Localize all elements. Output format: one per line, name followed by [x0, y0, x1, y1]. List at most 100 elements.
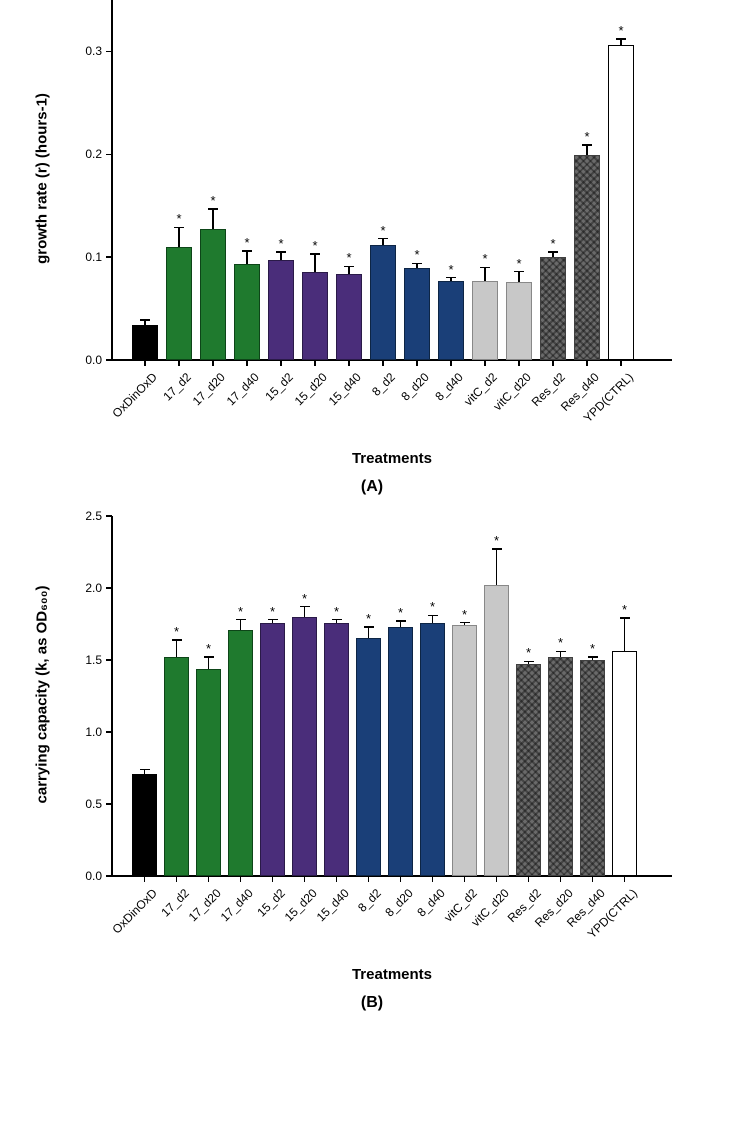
ytick	[106, 359, 112, 361]
y-axis-label: carrying capacity (k, as OD₆₀₀)	[34, 515, 51, 875]
bar	[302, 272, 328, 360]
error-cap	[396, 620, 406, 622]
error-cap	[524, 661, 534, 663]
figure: 0.00.10.20.3growth rate (r) (hours-1)OxD…	[0, 0, 744, 1032]
significance-marker: *	[550, 236, 555, 251]
significance-marker: *	[334, 604, 339, 619]
xtick	[144, 876, 146, 882]
significance-marker: *	[430, 599, 435, 614]
bar	[612, 651, 637, 876]
error-cap	[268, 619, 278, 621]
error-cap	[446, 277, 456, 279]
error-cap	[428, 615, 438, 617]
error-cap	[208, 208, 218, 210]
bar	[336, 274, 362, 360]
error-bar	[176, 640, 178, 657]
bar	[356, 638, 381, 876]
error-cap	[276, 251, 286, 253]
error-bar	[212, 209, 214, 230]
xtick	[400, 876, 402, 882]
error-bar	[552, 252, 554, 257]
ytick	[106, 803, 112, 805]
significance-marker: *	[494, 533, 499, 548]
significance-marker: *	[618, 23, 623, 38]
error-cap	[172, 639, 182, 641]
bar	[574, 155, 600, 360]
xtick	[552, 360, 554, 366]
error-bar	[246, 251, 248, 264]
bar	[540, 257, 566, 360]
xtick	[336, 876, 338, 882]
error-bar	[416, 263, 418, 268]
xtick	[592, 876, 594, 882]
bar	[608, 45, 634, 360]
xtick	[496, 876, 498, 882]
xtick	[348, 360, 350, 366]
significance-marker: *	[238, 604, 243, 619]
bar	[370, 245, 396, 360]
ytick-label: 0.1	[52, 250, 102, 264]
bar	[388, 627, 413, 876]
error-cap	[204, 656, 214, 658]
bar	[438, 281, 464, 360]
bar	[484, 585, 509, 876]
panel-a: 0.00.10.20.3growth rate (r) (hours-1)OxD…	[32, 0, 712, 470]
xtick	[240, 876, 242, 882]
bar	[268, 260, 294, 360]
bar	[166, 247, 192, 360]
error-bar	[432, 615, 434, 622]
error-bar	[400, 621, 402, 627]
significance-marker: *	[206, 641, 211, 656]
xtick	[450, 360, 452, 366]
bar	[234, 264, 260, 360]
ytick-label: 0.5	[52, 797, 102, 811]
error-bar	[280, 252, 282, 260]
significance-marker: *	[462, 607, 467, 622]
bar	[200, 229, 226, 360]
error-bar	[624, 618, 626, 651]
xtick	[212, 360, 214, 366]
bar	[420, 623, 445, 876]
error-bar	[304, 607, 306, 617]
xtick	[560, 876, 562, 882]
bar	[580, 660, 605, 876]
error-cap	[620, 617, 630, 619]
significance-marker: *	[482, 251, 487, 266]
xtick	[416, 360, 418, 366]
xtick	[208, 876, 210, 882]
ytick-label: 0.0	[52, 869, 102, 883]
bar	[548, 657, 573, 876]
xtick	[280, 360, 282, 366]
error-cap	[460, 622, 470, 624]
ytick	[106, 154, 112, 156]
ytick-label: 1.0	[52, 725, 102, 739]
significance-marker: *	[558, 635, 563, 650]
error-cap	[378, 238, 388, 240]
error-cap	[300, 606, 310, 608]
significance-marker: *	[398, 605, 403, 620]
xtick	[176, 876, 178, 882]
ytick	[106, 731, 112, 733]
significance-marker: *	[584, 129, 589, 144]
ytick-label: 0.2	[52, 147, 102, 161]
xtick	[272, 876, 274, 882]
ytick-label: 2.5	[52, 509, 102, 523]
error-bar	[484, 267, 486, 280]
y-axis-label: growth rate (r) (hours-1)	[34, 0, 51, 359]
y-axis-line	[111, 0, 113, 360]
xtick	[304, 876, 306, 882]
bar	[164, 657, 189, 876]
bar	[506, 282, 532, 360]
error-cap	[344, 266, 354, 268]
bar	[132, 325, 158, 360]
error-bar	[560, 651, 562, 657]
bar	[516, 664, 541, 876]
error-cap	[582, 144, 592, 146]
significance-marker: *	[380, 223, 385, 238]
significance-marker: *	[622, 602, 627, 617]
error-bar	[144, 320, 146, 325]
error-cap	[548, 251, 558, 253]
xtick	[620, 360, 622, 366]
ytick	[106, 587, 112, 589]
panel-a-label: (A)	[361, 478, 383, 496]
